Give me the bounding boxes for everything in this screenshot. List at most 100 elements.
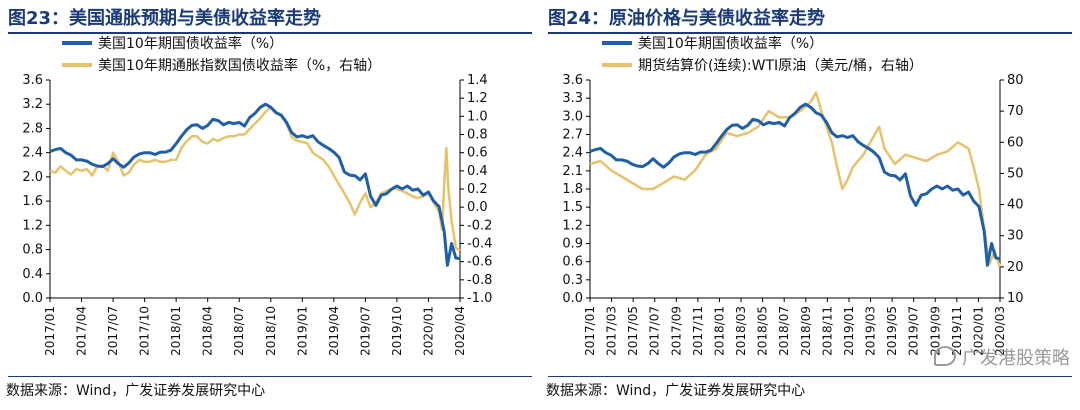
x-tick-label: 2018/01 [169,306,183,356]
x-tick-label: 2018/05 [756,306,770,356]
watermark: 广发港股策略 [934,344,1070,370]
x-tick-label: 2017/04 [75,306,89,356]
y-left-tick-label: 3.0 [562,109,583,124]
right-figure-title: 图24：原油价格与美债收益率走势 [548,8,826,29]
x-tick-label: 2017/01 [43,306,57,356]
y-right-tick-label: 20 [1007,260,1024,275]
right-figure-panel: 图24：原油价格与美债收益率走势 0.0 0.3 0.6 0.9 1.2 1.5 1.8 2.… [540,0,1080,410]
x-tick-label: 2017/03 [605,306,619,356]
x-tick-label: 2018/10 [264,306,278,356]
y-right-tick-label: -0.6 [467,255,492,270]
x-tick-label: 2020/01 [421,306,435,356]
x-tick-label: 2017/05 [626,306,640,356]
x-tick-label: 2017/07 [106,306,120,356]
x-tick-label: 2019/09 [928,306,942,356]
y-left-tick-label: 2.1 [562,164,583,179]
x-tick-label: 2020/01 [971,306,985,356]
y-left-tick-label: 1.6 [22,194,43,209]
y-right-tick-label: 60 [1007,135,1024,150]
y-left-tick-label: 2.7 [562,128,583,143]
x-tick-label: 2019/04 [327,306,341,356]
y-left-tick-label: 2.8 [22,121,43,136]
y-left-tick-label: 1.5 [562,200,583,215]
x-tick-label: 2019/07 [907,306,921,356]
watermark-text: 广发港股策略 [962,348,1070,369]
left-title-bar: 图23：美国通胀预期与美债收益率走势 [8,2,532,34]
y-right-tick-label: -1.0 [467,291,492,306]
y-right-tick-label: 1.4 [467,73,488,88]
right-chart-svg: 0.0 0.3 0.6 0.9 1.2 1.5 1.8 2.1 2.4 2.7 3.0 3.3 3.6 1… [562,35,1024,356]
y-left-tick-label: 1.2 [562,218,583,233]
left-figure-title: 图23：美国通胀预期与美债收益率走势 [8,8,322,29]
y-right-tick-label: 10 [1007,291,1024,306]
x-tick-label: 2018/04 [201,306,215,356]
y-right-tick-label: 1.2 [467,91,488,106]
x-tick-label: 2019/01 [295,306,309,356]
y-right-tick-label: 0.2 [467,182,488,197]
x-tick-label: 2018/07 [232,306,246,356]
y-right-tick-label: -0.8 [467,273,492,288]
x-tick-label: 2019/01 [842,306,856,356]
y-right-tick-label: 40 [1007,198,1024,213]
y-right-tick-label: 70 [1007,104,1024,119]
y-right-tick-label: 0.0 [467,200,488,215]
y-left-tick-label: 3.6 [22,73,43,88]
x-tick-label: 2019/03 [864,306,878,356]
y-left-tick-label: 3.3 [562,91,583,106]
y-left-tick-label: 1.8 [562,182,583,197]
x-tick-label: 2019/10 [390,306,404,356]
x-tick-label: 2017/07 [648,306,662,356]
right-source-note: 数据来源：Wind，广发证券发展研究中心 [546,383,806,399]
y-right-tick-label: 0.6 [467,146,488,161]
right-source-divider [548,376,1072,377]
wechat-icon [934,346,956,366]
y-right-tick-label: 50 [1007,166,1024,181]
y-left-tick-label: 3.2 [22,97,43,112]
legend-label: 美国10年期国债收益率（%） [638,35,823,52]
y-left-tick-label: 2.4 [562,146,583,161]
x-tick-label: 2020/04 [453,306,467,356]
y-left-tick-label: 0.0 [22,291,43,306]
x-tick-label: 2020/03 [993,306,1007,356]
y-right-tick-label: 80 [1007,73,1024,88]
x-tick-label: 2018/01 [712,306,726,356]
x-tick-label: 2019/05 [885,306,899,356]
x-tick-label: 2017/10 [138,306,152,356]
y-left-tick-label: 0.4 [22,267,43,282]
y-right-tick-label: -0.2 [467,218,492,233]
x-tick-label: 2018/09 [799,306,813,356]
legend-label: 美国10年期国债收益率（%） [98,35,283,52]
y-right-tick-label: 0.4 [467,164,488,179]
legend-label: 期货结算价(连续):WTI原油（美元/桶，右轴） [638,57,923,74]
y-left-tick-label: 0.3 [562,273,583,288]
x-tick-label: 2018/03 [734,306,748,356]
y-left-tick-label: 0.9 [562,237,583,252]
y-left-tick-label: 2.0 [22,170,43,185]
y-right-tick-label: -0.4 [467,237,492,252]
y-left-tick-label: 0.8 [22,243,43,258]
series-line-tips-yield [49,105,461,252]
y-left-tick-label: 0.6 [562,255,583,270]
x-tick-label: 2019/07 [358,306,372,356]
y-right-tick-label: 30 [1007,229,1024,244]
x-tick-label: 2018/11 [820,306,834,356]
series-line-us10y-yield [589,102,1001,267]
left-source-note: 数据来源：Wind，广发证券发展研究中心 [6,383,266,399]
left-source-divider [8,376,532,377]
x-tick-label: 2017/11 [691,306,705,356]
y-left-tick-label: 0.0 [562,291,583,306]
y-left-tick-label: 3.6 [562,73,583,88]
left-figure-panel: 图23：美国通胀预期与美债收益率走势 0.0 0.4 0.8 1.2 1.6 2.0 2.4… [6,2,532,399]
y-left-tick-label: 1.2 [22,218,43,233]
legend-label: 美国10年期通胀指数国债收益率（%，右轴） [98,57,381,74]
y-right-tick-label: 0.8 [467,128,488,143]
x-tick-label: 2017/01 [583,306,597,356]
x-tick-label: 2019/11 [950,306,964,356]
left-chart-svg: 0.0 0.4 0.8 1.2 1.6 2.0 2.4 2.8 3.2 3.6 -1.0 -0.8 -0… [22,35,492,356]
x-tick-label: 2017/09 [669,306,683,356]
x-tick-label: 2018/07 [777,306,791,356]
y-left-tick-label: 2.4 [22,146,43,161]
series-line-wti-price [589,91,1002,268]
right-title-bar: 图24：原油价格与美债收益率走势 [548,2,1072,34]
y-right-tick-label: 1.0 [467,109,488,124]
